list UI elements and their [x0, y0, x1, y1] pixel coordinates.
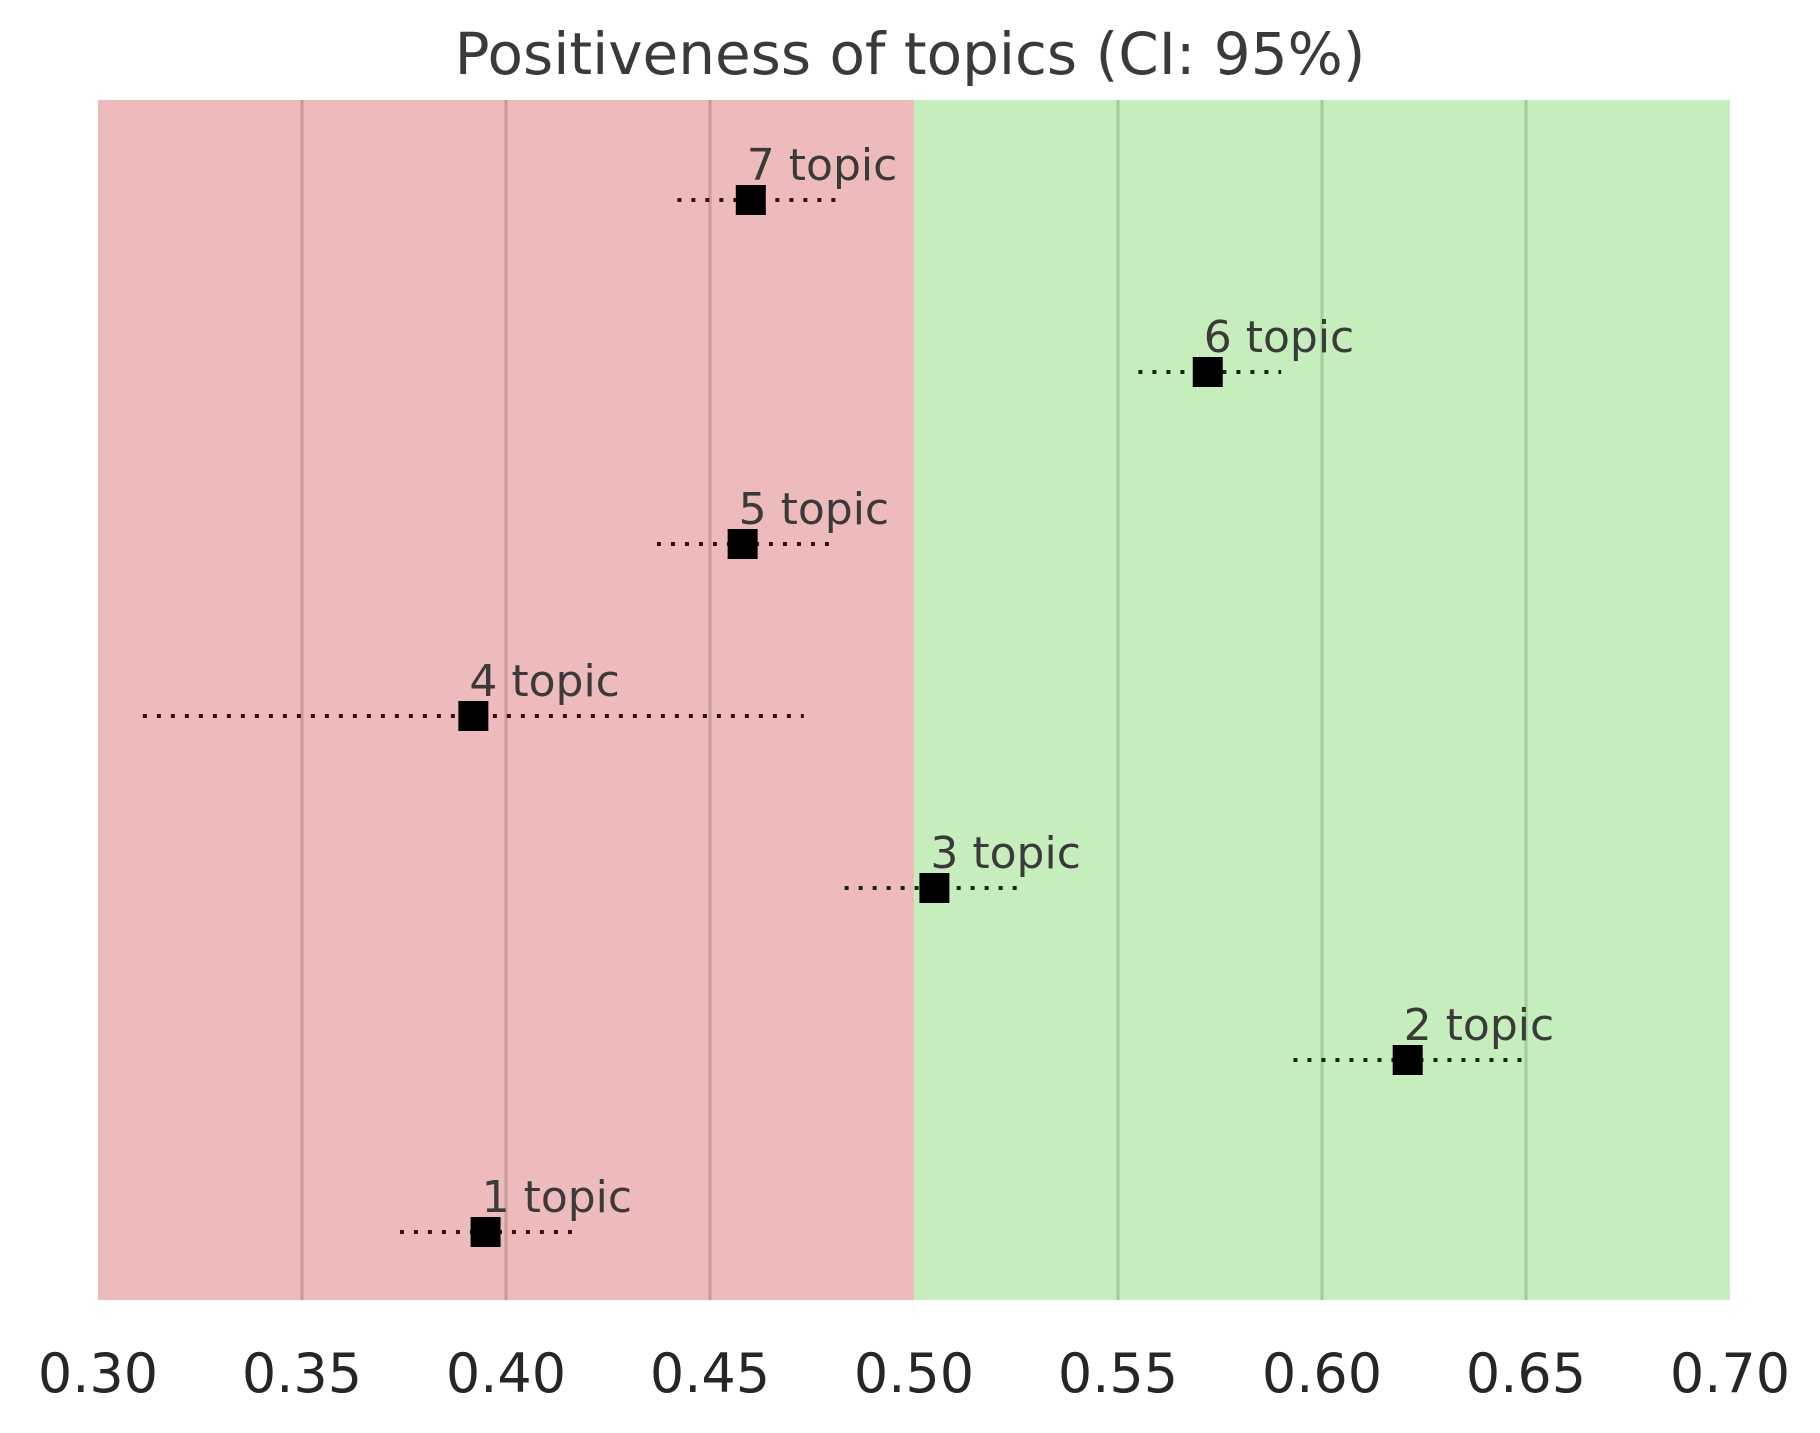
background-regions — [98, 100, 1730, 1300]
point-label: 3 topic — [930, 828, 1081, 879]
x-tick-label: 0.55 — [1058, 1342, 1178, 1405]
x-tick-label: 0.70 — [1670, 1342, 1790, 1405]
point-label: 4 topic — [469, 656, 620, 707]
point-label: 1 topic — [482, 1172, 632, 1223]
x-tick-label: 0.35 — [242, 1342, 362, 1405]
point-marker — [458, 701, 489, 731]
point-label: 6 topic — [1204, 312, 1355, 363]
x-tick-label: 0.30 — [38, 1342, 158, 1405]
x-tick-label: 0.45 — [650, 1342, 770, 1405]
chart-title: Positiveness of topics (CI: 95%) — [455, 20, 1366, 88]
point-label: 5 topic — [739, 484, 890, 535]
point-marker — [727, 529, 758, 559]
point-markers — [458, 185, 1423, 1247]
x-tick-labels: 0.30 0.35 0.40 0.45 0.50 0.55 0.60 0.65 0.70 — [38, 1342, 1790, 1405]
point-marker — [470, 1217, 501, 1247]
point-marker — [1192, 357, 1223, 387]
point-marker — [1392, 1045, 1423, 1075]
x-tick-label: 0.65 — [1466, 1342, 1586, 1405]
x-tick-label: 0.60 — [1262, 1342, 1382, 1405]
point-label: 2 topic — [1404, 1000, 1555, 1051]
point-marker — [919, 873, 950, 903]
point-label: 7 topic — [747, 140, 898, 191]
grid-lines — [300, 100, 1528, 1300]
x-tick-label: 0.50 — [854, 1342, 974, 1405]
point-marker — [735, 185, 766, 215]
point-labels: 7 topic 6 topic 5 topic 4 topic 3 topic 2 top… — [469, 140, 1554, 1223]
x-tick-label: 0.40 — [446, 1342, 566, 1405]
